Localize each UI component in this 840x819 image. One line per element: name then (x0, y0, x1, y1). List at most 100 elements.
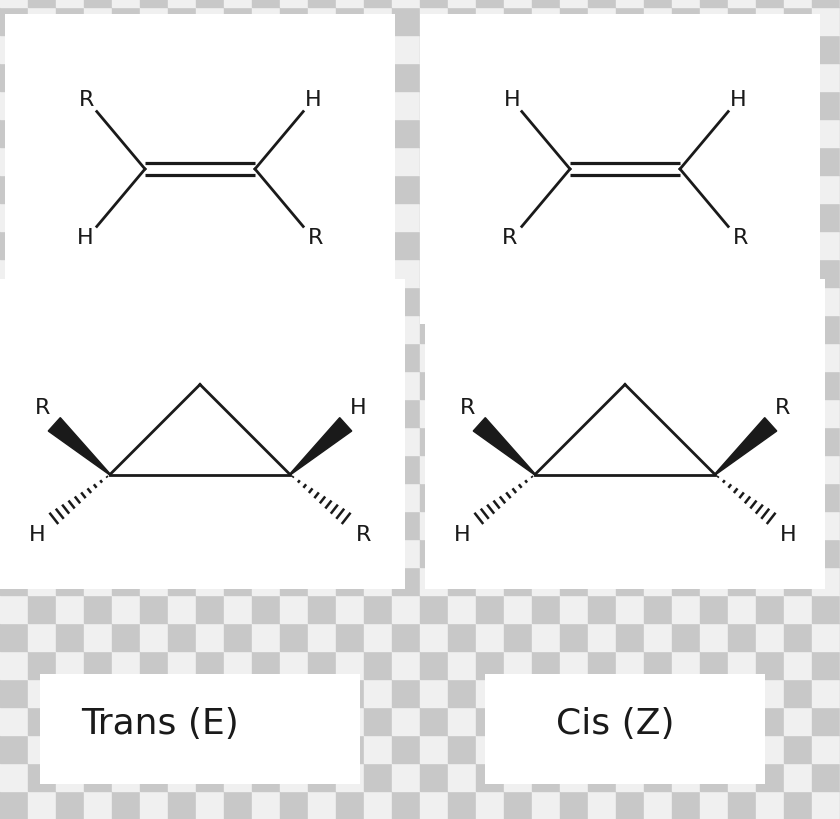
Bar (392, 119, 420, 147)
Bar (0, 147, 28, 175)
Bar (84, 371, 112, 399)
Bar (392, 427, 420, 455)
Text: Cis (Z): Cis (Z) (556, 707, 675, 741)
Bar (112, 399, 140, 427)
Bar (56, 63, 84, 91)
Bar (644, 595, 672, 623)
Bar (560, 7, 588, 35)
Bar (28, 427, 56, 455)
Bar (56, 315, 84, 343)
Bar (700, 455, 728, 483)
Bar (448, 567, 476, 595)
Bar (644, 0, 672, 7)
Bar (168, 343, 196, 371)
Bar (224, 595, 252, 623)
Bar (728, 567, 756, 595)
Bar (364, 651, 392, 679)
Bar (448, 259, 476, 287)
Bar (392, 371, 420, 399)
Bar (56, 399, 84, 427)
Bar (728, 427, 756, 455)
Bar (40, 674, 360, 784)
Bar (448, 511, 476, 539)
Bar (588, 679, 616, 707)
Bar (196, 35, 224, 63)
Bar (168, 0, 196, 7)
Bar (168, 91, 196, 119)
Text: H: H (503, 89, 520, 110)
Bar (504, 203, 532, 231)
Bar (308, 567, 336, 595)
Bar (588, 231, 616, 259)
Bar (364, 147, 392, 175)
Bar (560, 63, 588, 91)
Bar (224, 0, 252, 7)
Bar (784, 35, 812, 63)
Bar (420, 623, 448, 651)
Bar (280, 7, 308, 35)
Bar (420, 735, 448, 763)
Bar (476, 343, 504, 371)
Bar (28, 147, 56, 175)
Bar (84, 147, 112, 175)
Bar (728, 7, 756, 35)
Bar (0, 623, 28, 651)
Bar (504, 679, 532, 707)
Bar (728, 483, 756, 511)
Bar (644, 539, 672, 567)
Bar (532, 427, 560, 455)
Bar (532, 63, 560, 91)
Bar (700, 651, 728, 679)
Bar (364, 735, 392, 763)
Bar (644, 343, 672, 371)
Bar (532, 679, 560, 707)
Bar (392, 203, 420, 231)
Bar (308, 455, 336, 483)
Bar (560, 119, 588, 147)
Bar (672, 63, 700, 91)
Bar (112, 371, 140, 399)
Bar (252, 539, 280, 567)
Bar (532, 175, 560, 203)
Bar (392, 343, 420, 371)
Bar (140, 0, 168, 7)
Bar (532, 623, 560, 651)
Bar (308, 595, 336, 623)
Bar (812, 147, 840, 175)
Bar (532, 0, 560, 7)
Bar (308, 791, 336, 819)
Bar (56, 147, 84, 175)
Bar (252, 511, 280, 539)
Bar (224, 91, 252, 119)
Bar (336, 567, 364, 595)
Bar (504, 91, 532, 119)
Bar (756, 651, 784, 679)
Bar (504, 511, 532, 539)
Bar (56, 455, 84, 483)
Bar (392, 623, 420, 651)
Bar (168, 35, 196, 63)
Bar (280, 567, 308, 595)
Bar (364, 623, 392, 651)
Bar (784, 567, 812, 595)
Bar (420, 343, 448, 371)
Bar (616, 679, 644, 707)
Bar (140, 63, 168, 91)
Bar (280, 539, 308, 567)
Bar (392, 35, 420, 63)
Bar (392, 651, 420, 679)
Bar (84, 483, 112, 511)
Bar (756, 511, 784, 539)
Bar (420, 0, 448, 7)
Bar (364, 707, 392, 735)
Text: H: H (730, 89, 747, 110)
Bar (560, 147, 588, 175)
Bar (532, 399, 560, 427)
Bar (56, 7, 84, 35)
Bar (420, 203, 448, 231)
Bar (448, 763, 476, 791)
Bar (252, 315, 280, 343)
Bar (392, 147, 420, 175)
Bar (616, 175, 644, 203)
Bar (140, 679, 168, 707)
